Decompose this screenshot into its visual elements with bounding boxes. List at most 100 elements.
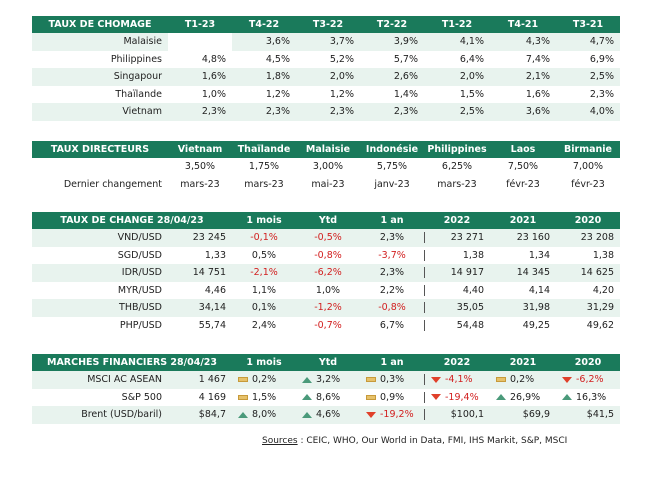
cell-value: 26,9% xyxy=(510,391,541,403)
cell: 2,5% xyxy=(589,71,614,83)
cell: 31,29 xyxy=(586,302,614,314)
cell: 1,1% xyxy=(251,284,277,296)
flat-icon xyxy=(238,394,248,400)
row-label: Singapour xyxy=(113,71,162,83)
cell: 4,8% xyxy=(201,53,226,65)
cell-value: 4,6% xyxy=(316,409,341,421)
flat-icon xyxy=(366,394,376,400)
table-row: THB/USD 34,14 0,1% -1,2% -0,8% 35,05 31,98 31,2… xyxy=(32,299,620,317)
spot-cell: 4,46 xyxy=(204,284,226,296)
cell: 2,3% xyxy=(201,106,226,118)
arrow-down-icon xyxy=(562,376,572,383)
table-row: MSCI AC ASEAN 1 467 0,2% 3,2% 0,3% -4,1% 0,2% -… xyxy=(32,371,620,389)
cell-value: 8,0% xyxy=(252,409,277,421)
cell: 4,7% xyxy=(589,36,614,48)
row-label: Dernier changement xyxy=(63,178,162,190)
cell: 2,5% xyxy=(459,106,484,118)
table-row: Philippines 4,8% 4,5% 5,2% 5,7% 6,4% 7,4… xyxy=(32,51,620,69)
flat-icon xyxy=(496,377,506,383)
cell: -19,2% xyxy=(360,409,424,420)
table-row: Malaisie 3,6% 3,7% 3,9% 4,1% 4,3% 4,7% xyxy=(32,33,620,51)
cell: 2,1% xyxy=(525,71,550,83)
cell: 0,9% xyxy=(360,392,424,403)
col-header: 1 an xyxy=(380,357,404,368)
col-header: T4-21 xyxy=(507,19,539,30)
cell-value: 1,5% xyxy=(252,391,277,403)
cell: 2,4% xyxy=(251,319,277,331)
cell: 16,3% xyxy=(556,392,620,403)
cell: 7,4% xyxy=(525,53,550,65)
spot-cell: 34,14 xyxy=(198,302,226,314)
cell: 4,40 xyxy=(424,284,490,296)
col-header: 1 an xyxy=(380,215,404,226)
cell-value: -19,2% xyxy=(380,409,414,421)
cell: 49,62 xyxy=(586,319,614,331)
cell: 2,6% xyxy=(393,71,418,83)
cell: 1,38 xyxy=(424,249,490,261)
table-row: S&P 500 4 169 1,5% 8,6% 0,9% -19,4% 26,9% 16,3% xyxy=(32,389,620,407)
col-header: 2020 xyxy=(574,357,602,368)
cell: 1,75% xyxy=(248,161,280,173)
cell: 49,25 xyxy=(522,319,550,331)
cell: 1,6% xyxy=(525,88,550,100)
cell: févr-23 xyxy=(571,178,605,190)
col-header: T3-21 xyxy=(572,19,604,30)
cell: -4,1% xyxy=(424,374,490,386)
spot-cell: 14 751 xyxy=(192,267,226,279)
arrow-up-icon xyxy=(302,394,312,401)
row-label: IDR/USD xyxy=(121,267,162,279)
arrow-up-icon xyxy=(562,394,572,401)
cell: $100,1 xyxy=(424,409,490,421)
col-header: 2021 xyxy=(509,357,537,368)
table-row: Thaïlande 1,0% 1,2% 1,2% 1,4% 1,5% 1,6% … xyxy=(32,86,620,104)
cell: janv-23 xyxy=(374,178,410,190)
cell: 8,6% xyxy=(296,392,360,403)
spot-cell: 55,74 xyxy=(198,319,226,331)
table-row: VND/USD 23 245 -0,1% -0,5% 2,3% 23 271 23 160 2… xyxy=(32,229,620,247)
table-row: SGD/USD 1,33 0,5% -0,8% -3,7% 1,38 1,34 1,38 xyxy=(32,247,620,265)
cell: 4,6% xyxy=(296,409,360,420)
cell: 23 208 xyxy=(580,232,614,244)
flat-icon xyxy=(238,377,248,383)
cell: 4,1% xyxy=(459,36,484,48)
spot-cell: 4 169 xyxy=(198,391,226,403)
cell: 54,48 xyxy=(424,319,490,331)
cell: 3,50% xyxy=(184,161,216,173)
cell: 2,3% xyxy=(379,267,405,279)
cell-value: $69,9 xyxy=(522,409,550,421)
col-header: T1-22 xyxy=(441,19,473,30)
row-label: S&P 500 xyxy=(121,391,162,403)
cell: 1,34 xyxy=(528,249,550,261)
row-label: Philippines xyxy=(110,53,162,65)
arrow-up-icon xyxy=(238,411,248,418)
row-label: MSCI AC ASEAN xyxy=(87,374,162,386)
cell xyxy=(168,33,232,51)
cell: 4,3% xyxy=(525,36,550,48)
cell: 2,0% xyxy=(459,71,484,83)
row-label: THB/USD xyxy=(119,302,162,314)
fx-rows: VND/USD 23 245 -0,1% -0,5% 2,3% 23 271 23 160 2… xyxy=(32,229,620,334)
cell: 7,00% xyxy=(572,161,604,173)
cell: 5,7% xyxy=(393,53,418,65)
col-header: 1 mois xyxy=(246,357,282,368)
cell: -6,2% xyxy=(314,267,342,279)
cell: 4,5% xyxy=(265,53,290,65)
table-row: 3,50% 1,75% 3,00% 5,75% 6,25% 7,50% 7,00… xyxy=(32,158,620,176)
cell: 14 345 xyxy=(516,267,550,279)
table-row: Dernier changement mars-23 mars-23 mai-2… xyxy=(32,176,620,194)
policy-rates-table: TAUX DIRECTEURS Vietnam Thaïlande Malais… xyxy=(32,141,620,193)
cell: 0,3% xyxy=(360,374,424,385)
cell: 6,25% xyxy=(441,161,473,173)
row-label: Vietnam xyxy=(122,106,162,118)
markets-title: MARCHÉS FINANCIERS 28/04/23 xyxy=(46,357,218,368)
arrow-up-icon xyxy=(496,394,506,401)
col-header: Ytd xyxy=(318,215,338,226)
cell-value: 16,3% xyxy=(576,391,607,403)
arrow-up-icon xyxy=(302,376,312,383)
cell: 35,05 xyxy=(424,302,490,314)
cell: févr-23 xyxy=(506,178,540,190)
row-label: Brent (USD/baril) xyxy=(81,409,162,421)
col-header: Thaïlande xyxy=(237,144,291,155)
cell: 1,2% xyxy=(265,88,290,100)
cell: -1,2% xyxy=(314,302,342,314)
